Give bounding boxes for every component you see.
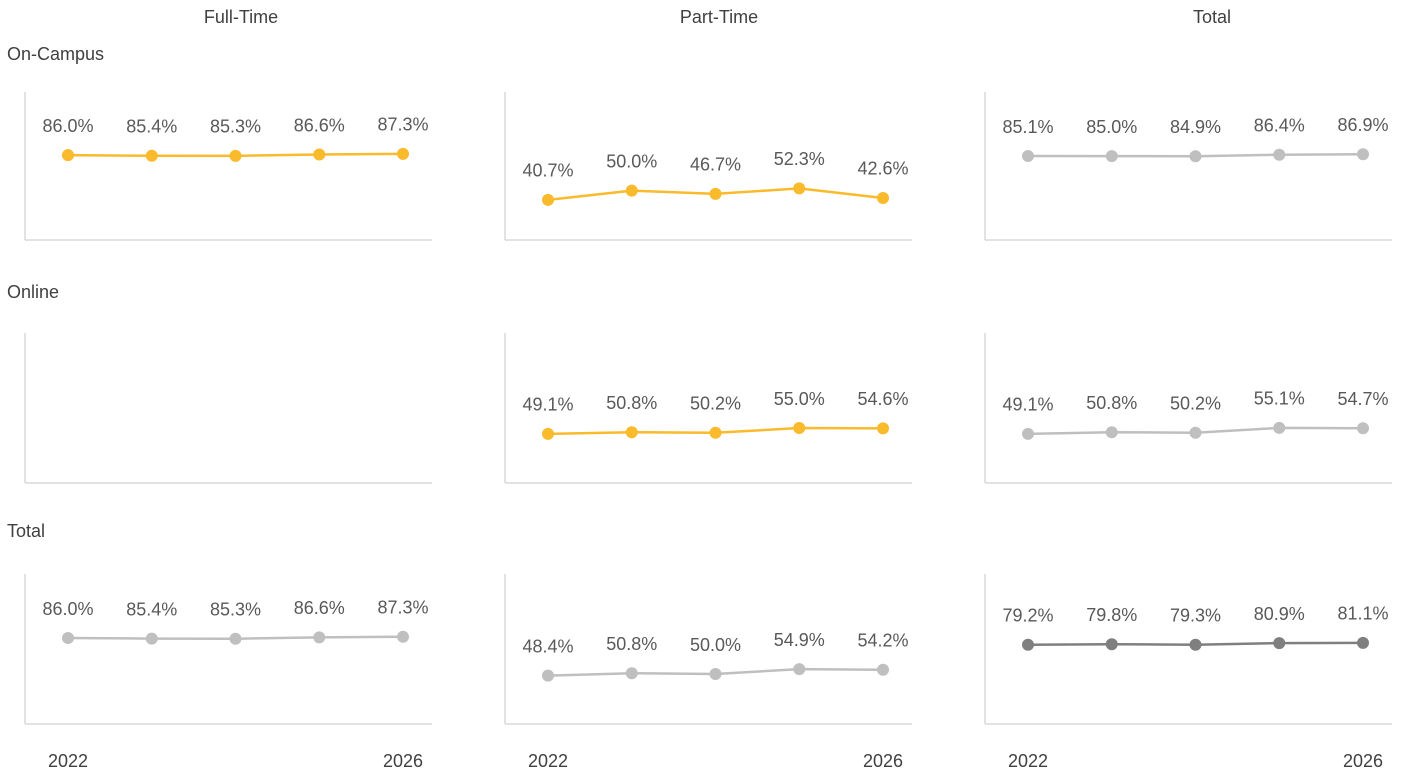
marker: [793, 663, 806, 676]
marker: [542, 669, 554, 682]
value-label: 55.1%: [1254, 389, 1305, 409]
marker: [1357, 422, 1369, 435]
value-label: 86.0%: [42, 599, 93, 619]
marker: [1105, 638, 1118, 651]
value-label: 85.4%: [126, 599, 177, 619]
value-label: 50.2%: [690, 394, 741, 414]
marker: [542, 427, 554, 440]
value-label: 86.6%: [294, 115, 345, 135]
value-label: 81.1%: [1337, 604, 1388, 624]
marker: [145, 632, 158, 645]
value-label: 85.3%: [210, 117, 261, 137]
value-label: 50.0%: [690, 635, 741, 655]
marker: [1273, 637, 1286, 650]
value-label: 84.9%: [1170, 117, 1221, 137]
value-label: 79.3%: [1170, 605, 1221, 625]
value-label: 48.4%: [522, 636, 573, 656]
marker: [62, 149, 74, 162]
value-label: 85.1%: [1002, 117, 1053, 137]
column-header: Total: [1193, 7, 1231, 27]
value-label: 86.6%: [294, 598, 345, 618]
row-header: Total: [7, 521, 45, 541]
value-label: 40.7%: [522, 161, 573, 181]
value-label: 54.7%: [1337, 389, 1388, 409]
value-label: 54.9%: [774, 630, 825, 650]
marker: [877, 663, 889, 676]
value-label: 86.0%: [42, 116, 93, 136]
value-label: 55.0%: [774, 389, 825, 409]
marker: [1357, 148, 1369, 161]
value-label: 50.2%: [1170, 394, 1221, 414]
marker: [1273, 421, 1286, 434]
value-label: 54.2%: [857, 631, 908, 651]
value-label: 50.8%: [1086, 393, 1137, 413]
x-tick-label: 2022: [528, 751, 568, 771]
marker: [877, 191, 889, 204]
marker: [793, 182, 806, 195]
marker: [709, 668, 722, 680]
value-label: 85.4%: [126, 116, 177, 136]
value-label: 79.8%: [1086, 605, 1137, 625]
value-label: 50.8%: [606, 393, 657, 413]
x-tick-label: 2026: [383, 751, 423, 771]
marker: [625, 426, 638, 439]
value-label: 52.3%: [774, 149, 825, 169]
value-label: 87.3%: [377, 115, 428, 135]
value-label: 50.0%: [606, 151, 657, 171]
marker: [229, 632, 242, 645]
value-label: 54.6%: [857, 389, 908, 409]
column-header: Part-Time: [680, 7, 758, 27]
marker: [1022, 427, 1034, 440]
marker: [625, 667, 638, 680]
marker: [877, 422, 889, 435]
marker: [1105, 150, 1118, 163]
marker: [542, 193, 554, 206]
value-label: 86.4%: [1254, 116, 1305, 136]
value-label: 85.0%: [1086, 117, 1137, 137]
value-label: 86.9%: [1337, 115, 1388, 135]
marker: [709, 187, 722, 200]
marker: [1357, 636, 1369, 649]
marker: [313, 148, 326, 161]
marker: [397, 630, 409, 643]
marker: [397, 147, 409, 160]
value-label: 87.3%: [377, 597, 428, 617]
marker: [625, 184, 638, 197]
marker: [145, 149, 158, 162]
x-tick-label: 2026: [1343, 751, 1383, 771]
marker: [1273, 148, 1286, 161]
value-label: 85.3%: [210, 599, 261, 619]
row-header: Online: [7, 282, 59, 302]
value-label: 49.1%: [522, 395, 573, 415]
marker: [62, 632, 74, 644]
marker: [313, 631, 326, 644]
marker: [793, 422, 806, 434]
marker: [1022, 638, 1034, 651]
column-header: Full-Time: [204, 7, 278, 27]
value-label: 42.6%: [857, 159, 908, 179]
x-tick-label: 2022: [48, 751, 88, 771]
marker: [1105, 426, 1118, 439]
row-header: On-Campus: [7, 44, 104, 64]
value-label: 46.7%: [690, 155, 741, 175]
marker: [709, 426, 722, 439]
marker: [1189, 150, 1202, 163]
x-tick-label: 2026: [863, 751, 903, 771]
value-label: 50.8%: [606, 634, 657, 654]
value-label: 80.9%: [1254, 604, 1305, 624]
marker: [1189, 638, 1202, 651]
marker: [1189, 426, 1202, 439]
value-label: 49.1%: [1002, 395, 1053, 415]
value-label: 79.2%: [1002, 606, 1053, 626]
marker: [229, 149, 242, 162]
x-tick-label: 2022: [1008, 751, 1048, 771]
marker: [1022, 150, 1034, 163]
